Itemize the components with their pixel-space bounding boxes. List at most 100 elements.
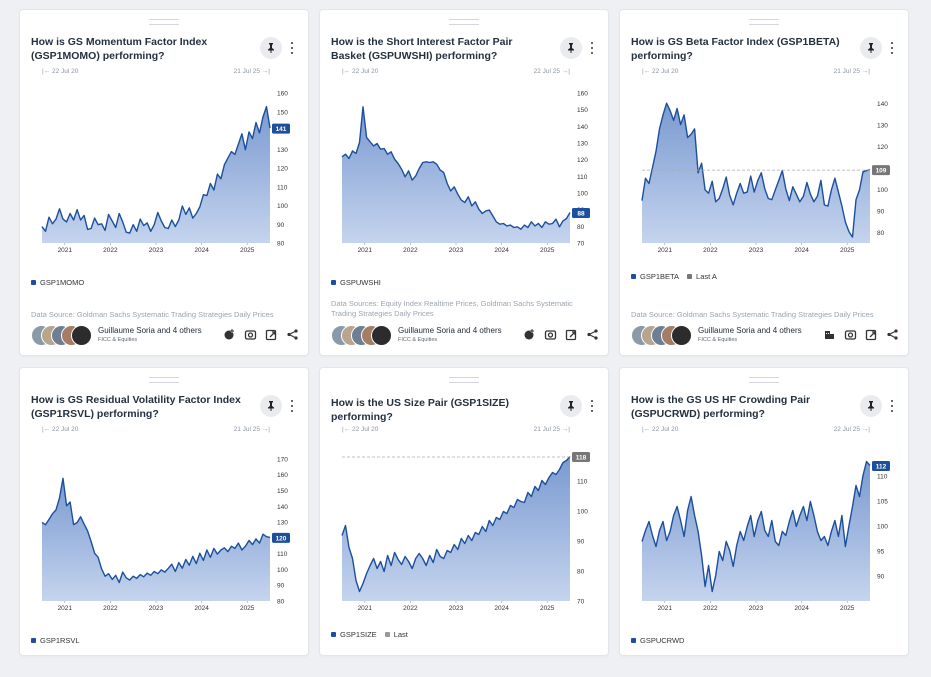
widget-card-gsp1rsvl: How is GS Residual Volatility Factor Ind… — [20, 368, 308, 655]
y-tick-label: 100 — [877, 524, 888, 531]
author-avatars[interactable] — [631, 325, 695, 347]
widget-title: How is the Short Interest Factor Pair Ba… — [331, 36, 513, 62]
building-button[interactable] — [823, 328, 836, 341]
x-tick-label: 2021 — [58, 605, 73, 612]
add-chart-button[interactable] — [523, 328, 536, 341]
more-options-button[interactable] — [888, 39, 896, 57]
more-options-button[interactable] — [288, 397, 296, 415]
x-tick-label: 2025 — [240, 605, 255, 612]
legend-label: GSP1SIZE — [340, 630, 377, 639]
avatar — [71, 325, 92, 346]
y-tick-label: 110 — [877, 474, 888, 481]
widget-card-gspucrwd: How is the GS US HF Crowding Pair (GSPUC… — [620, 368, 908, 655]
pin-button[interactable] — [260, 395, 282, 417]
pin-button[interactable] — [860, 395, 882, 417]
camera-button[interactable] — [544, 328, 557, 341]
legend-label: GSP1BETA — [640, 272, 680, 281]
legend-swatch — [631, 638, 636, 643]
pin-button[interactable] — [560, 37, 582, 59]
author-name[interactable]: Guillaume Soria and 4 others — [98, 326, 202, 335]
x-tick-label: 2022 — [703, 247, 718, 254]
author-avatars[interactable] — [331, 325, 395, 347]
line-chart: |← 22 Jul 20 22 Jul 25 →| 90 95 100 105 110 202… — [641, 426, 890, 612]
y-tick-label: 70 — [577, 599, 585, 606]
y-tick-label: 150 — [577, 107, 588, 114]
share-button[interactable] — [886, 328, 899, 341]
y-tick-label: 120 — [577, 157, 588, 164]
y-tick-label: 80 — [877, 230, 885, 237]
avatar — [371, 325, 392, 346]
data-source: Data Source: Goldman Sachs Systematic Tr… — [31, 310, 274, 319]
author-name[interactable]: Guillaume Soria and 4 others — [698, 326, 802, 335]
widget-title: How is the GS US HF Crowding Pair (GSPUC… — [631, 394, 811, 420]
data-source: Data Source: Goldman Sachs Systematic Tr… — [631, 310, 874, 319]
footer-actions — [523, 328, 599, 341]
range-end-label: 21 Jul 25 →| — [234, 426, 271, 433]
x-tick-label: 2023 — [749, 605, 764, 612]
add-chart-button[interactable] — [223, 328, 236, 341]
series-line — [41, 105, 271, 234]
series-line — [341, 106, 571, 230]
legend-item[interactable]: GSP1RSVL — [31, 636, 80, 645]
more-options-button[interactable] — [888, 397, 896, 415]
drag-handle[interactable] — [449, 377, 479, 383]
camera-icon — [844, 330, 857, 340]
card-footer: Guillaume Soria and 4 others FICC & Equi… — [31, 325, 299, 349]
drag-handle[interactable] — [749, 19, 779, 25]
share-button[interactable] — [286, 328, 299, 341]
legend-swatch — [631, 274, 636, 279]
widget-card-gsp1size: How is the US Size Pair (GSP1SIZE) perfo… — [320, 368, 608, 655]
camera-button[interactable] — [844, 328, 857, 341]
series-line — [641, 102, 871, 238]
pin-button[interactable] — [860, 37, 882, 59]
widget-card-gspuwshi: How is the Short Interest Factor Pair Ba… — [320, 10, 608, 355]
legend-item[interactable]: Last — [384, 630, 408, 639]
series-line — [341, 456, 571, 593]
y-tick-label: 110 — [577, 174, 588, 181]
legend-item[interactable]: GSP1BETA — [631, 272, 679, 281]
open-external-button[interactable] — [265, 328, 278, 341]
last-value-tag — [572, 452, 590, 462]
drag-handle[interactable] — [149, 377, 179, 383]
share-button[interactable] — [586, 328, 599, 341]
more-options-button[interactable] — [288, 39, 296, 57]
x-tick-label: 2024 — [794, 605, 809, 612]
author-name[interactable]: Guillaume Soria and 4 others — [398, 326, 502, 335]
more-options-button[interactable] — [588, 397, 596, 415]
pin-button[interactable] — [560, 395, 582, 417]
y-tick-label: 120 — [277, 166, 288, 173]
legend-item[interactable]: GSP1SIZE — [331, 630, 377, 639]
last-value-label: 109 — [876, 168, 887, 175]
camera-icon — [544, 330, 557, 340]
y-tick-label: 130 — [277, 147, 288, 154]
legend-item[interactable]: GSPUCRWD — [631, 636, 684, 645]
drag-handle[interactable] — [449, 19, 479, 25]
legend-item[interactable]: GSPUWSHI — [331, 278, 381, 287]
pin-icon — [568, 401, 574, 411]
add-chart-icon — [524, 329, 534, 340]
y-tick-label: 110 — [277, 184, 288, 191]
legend-swatch — [687, 274, 693, 279]
legend-label: Last A — [696, 272, 717, 281]
x-tick-label: 2022 — [403, 247, 418, 254]
x-tick-label: 2023 — [449, 605, 464, 612]
y-tick-label: 100 — [577, 191, 588, 198]
legend-swatch — [331, 280, 336, 285]
legend-item[interactable]: GSP1MOMO — [31, 278, 84, 287]
last-value-label: 112 — [876, 464, 887, 471]
widget-title: How is GS Residual Volatility Factor Ind… — [31, 394, 241, 420]
drag-handle[interactable] — [149, 19, 179, 25]
drag-handle[interactable] — [749, 377, 779, 383]
camera-button[interactable] — [244, 328, 257, 341]
range-start-label: |← 22 Jul 20 — [342, 426, 379, 433]
open-external-button[interactable] — [865, 328, 878, 341]
widget-card-gsp1beta: How is GS Beta Factor Index (GSP1BETA) p… — [620, 10, 908, 355]
last-value-label: 118 — [576, 455, 587, 462]
more-options-button[interactable] — [588, 39, 596, 57]
y-tick-label: 80 — [577, 224, 585, 231]
y-tick-label: 160 — [577, 91, 588, 98]
open-external-button[interactable] — [565, 328, 578, 341]
author-avatars[interactable] — [31, 325, 95, 347]
legend-item[interactable]: Last A — [687, 272, 717, 281]
pin-button[interactable] — [260, 37, 282, 59]
